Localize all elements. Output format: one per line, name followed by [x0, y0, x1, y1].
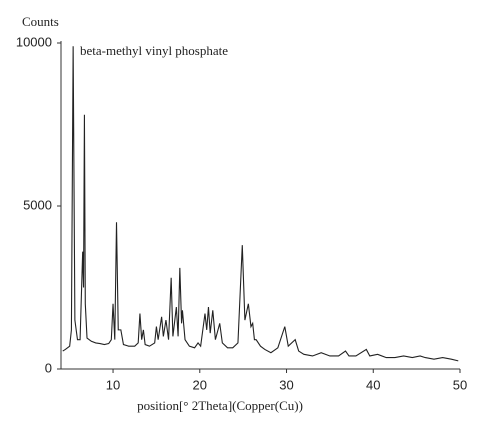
- annotation: beta-methyl vinyl phosphate: [80, 43, 228, 58]
- x-tick-label: 10: [106, 377, 120, 392]
- y-tick-label: 5000: [23, 197, 52, 212]
- y-tick-label: 10000: [16, 34, 52, 49]
- pattern-line: [62, 46, 459, 362]
- x-tick-label: 40: [366, 377, 380, 392]
- x-tick-label: 30: [279, 377, 293, 392]
- x-tick-label: 20: [193, 377, 207, 392]
- y-tick-label: 0: [45, 360, 52, 375]
- y-axis-label: Counts: [22, 14, 59, 29]
- x-axis-label: position[° 2Theta](Copper(Cu)): [137, 398, 303, 413]
- x-tick-label: 50: [453, 377, 467, 392]
